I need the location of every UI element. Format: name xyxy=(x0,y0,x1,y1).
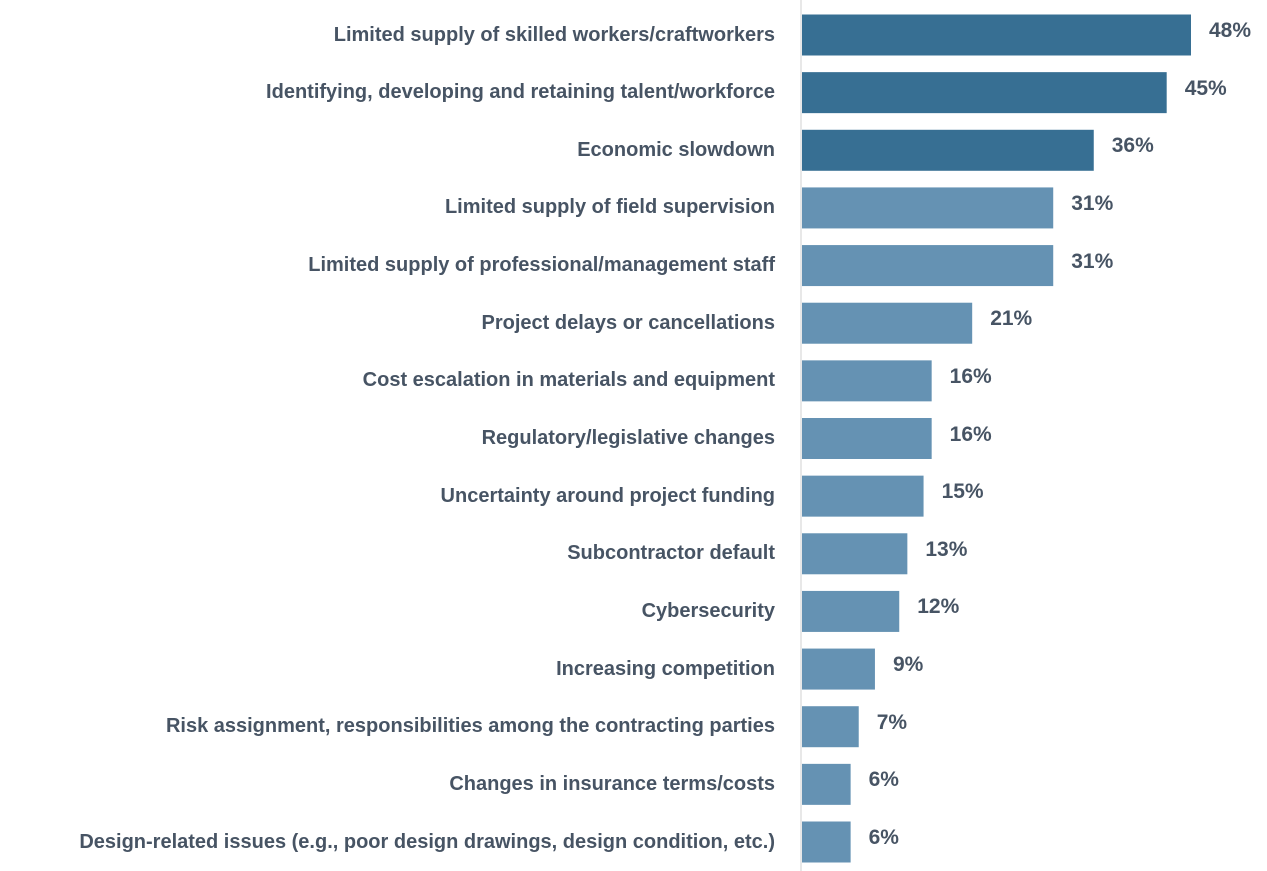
value-label: 31% xyxy=(1071,249,1114,273)
bar xyxy=(802,72,1167,114)
category-label: Economic slowdown xyxy=(577,138,775,161)
category-label: Increasing competition xyxy=(556,657,775,680)
bar xyxy=(802,475,924,517)
bar xyxy=(802,821,851,863)
value-label: 16% xyxy=(949,422,992,446)
bar xyxy=(802,302,973,344)
value-label: 7% xyxy=(876,710,908,734)
value-label: 45% xyxy=(1184,76,1227,100)
bar xyxy=(802,590,900,632)
value-label: 12% xyxy=(917,595,960,619)
value-label: 48% xyxy=(1209,19,1252,42)
bar xyxy=(802,648,875,690)
bar xyxy=(802,533,908,575)
bar xyxy=(802,763,851,805)
value-label: 16% xyxy=(949,364,992,388)
category-label: Limited supply of skilled workers/craftw… xyxy=(333,23,775,46)
category-label: Limited supply of field supervision xyxy=(444,196,775,219)
category-label: Subcontractor default xyxy=(567,542,775,565)
bar xyxy=(802,129,1094,171)
value-label: 6% xyxy=(868,768,899,792)
category-label: Regulatory/legislative changes xyxy=(481,427,775,449)
value-label: 13% xyxy=(925,537,968,561)
bar xyxy=(802,245,1054,287)
category-label: Identifying, developing and retaining ta… xyxy=(266,81,775,104)
value-label: 9% xyxy=(892,653,924,677)
category-label: Project delays or cancellations xyxy=(481,311,775,334)
category-label: Cost escalation in materials and equipme… xyxy=(362,369,775,392)
category-label: Risk assignment, responsibilities among … xyxy=(165,715,775,738)
bar xyxy=(802,360,932,402)
category-label: Cybersecurity xyxy=(641,599,775,622)
category-label: Uncertainty around project funding xyxy=(440,484,775,507)
value-label: 36% xyxy=(1111,134,1154,158)
category-label: Changes in insurance terms/costs xyxy=(449,772,775,795)
category-label: Limited supply of professional/managemen… xyxy=(308,254,775,277)
bar xyxy=(802,418,932,459)
category-label: Design-related issues (e.g., poor design… xyxy=(79,830,775,853)
bar xyxy=(802,706,859,748)
bar xyxy=(802,187,1054,229)
value-label: 6% xyxy=(868,826,899,849)
bar xyxy=(802,14,1191,56)
value-label: 31% xyxy=(1071,191,1114,215)
value-label: 21% xyxy=(990,307,1033,331)
value-label: 15% xyxy=(941,480,984,504)
